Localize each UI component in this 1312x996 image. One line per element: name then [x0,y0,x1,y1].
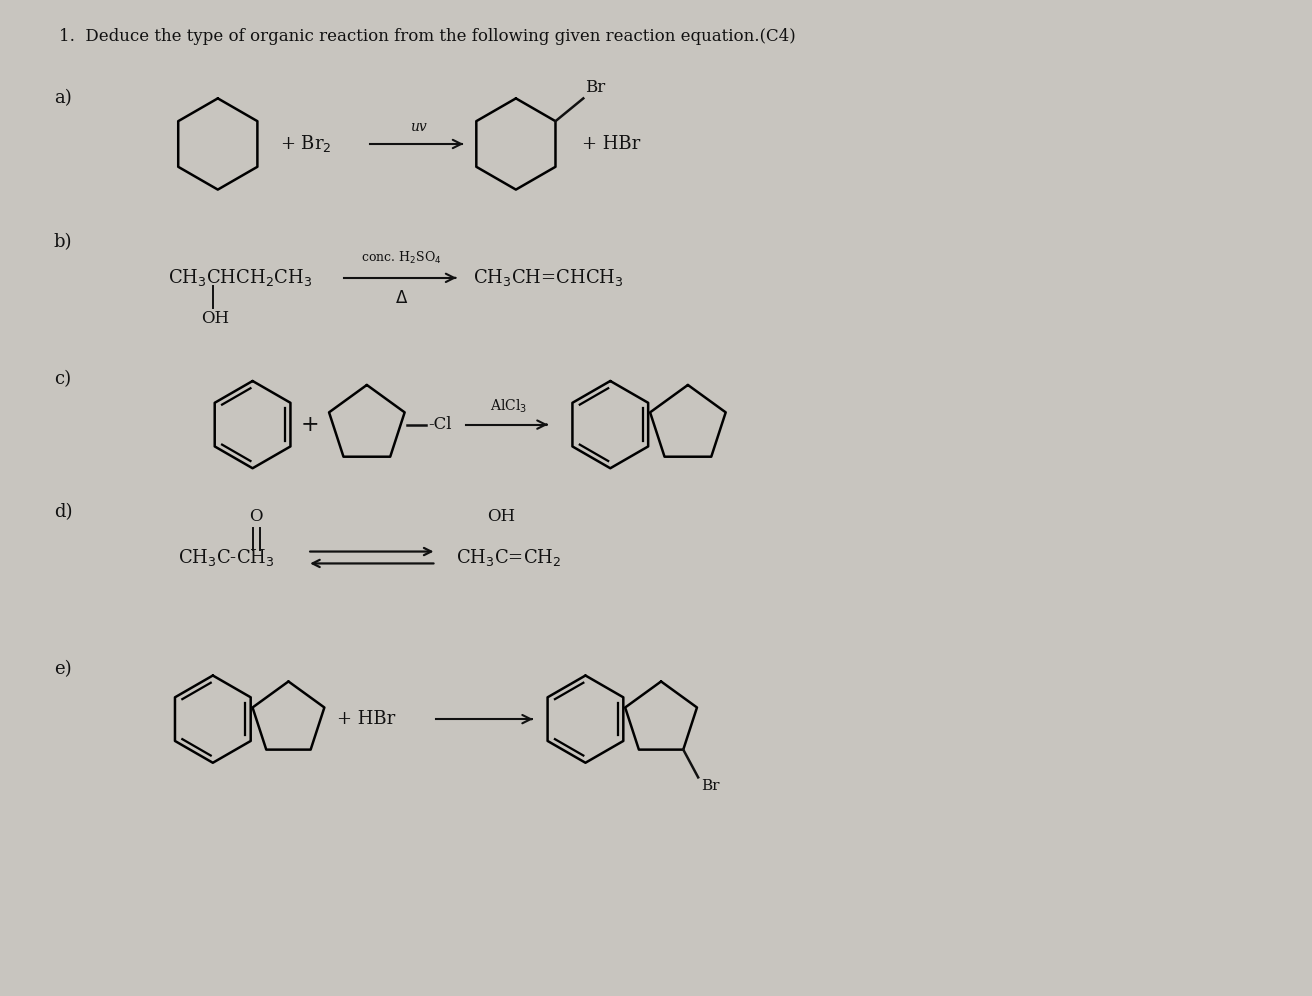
Text: -Cl: -Cl [429,416,451,433]
Text: CH$_3$C-CH$_3$: CH$_3$C-CH$_3$ [178,547,274,568]
Text: + HBr: + HBr [583,135,640,153]
Text: c): c) [54,371,71,388]
Text: + Br$_2$: + Br$_2$ [281,133,332,154]
Text: CH$_3$CHCH$_2$CH$_3$: CH$_3$CHCH$_2$CH$_3$ [168,267,312,289]
Text: OH: OH [201,310,230,327]
Text: O: O [249,508,262,525]
Text: CH$_3$CH=CHCH$_3$: CH$_3$CH=CHCH$_3$ [474,267,625,289]
Text: AlCl$_3$: AlCl$_3$ [489,397,527,414]
Text: Br: Br [585,80,606,97]
Text: conc. H$_2$SO$_4$: conc. H$_2$SO$_4$ [361,250,442,266]
Text: d): d) [54,503,72,521]
Text: CH$_3$C=CH$_2$: CH$_3$C=CH$_2$ [457,547,562,568]
Text: b): b) [54,233,72,251]
Text: uv: uv [409,121,426,134]
Text: + HBr: + HBr [337,710,395,728]
Text: +: + [300,413,320,435]
Text: 1.  Deduce the type of organic reaction from the following given reaction equati: 1. Deduce the type of organic reaction f… [59,28,795,45]
Text: e): e) [54,659,71,677]
Text: a): a) [54,90,72,108]
Text: OH: OH [487,508,516,525]
Text: $\Delta$: $\Delta$ [395,290,408,307]
Text: Br: Br [701,779,720,794]
